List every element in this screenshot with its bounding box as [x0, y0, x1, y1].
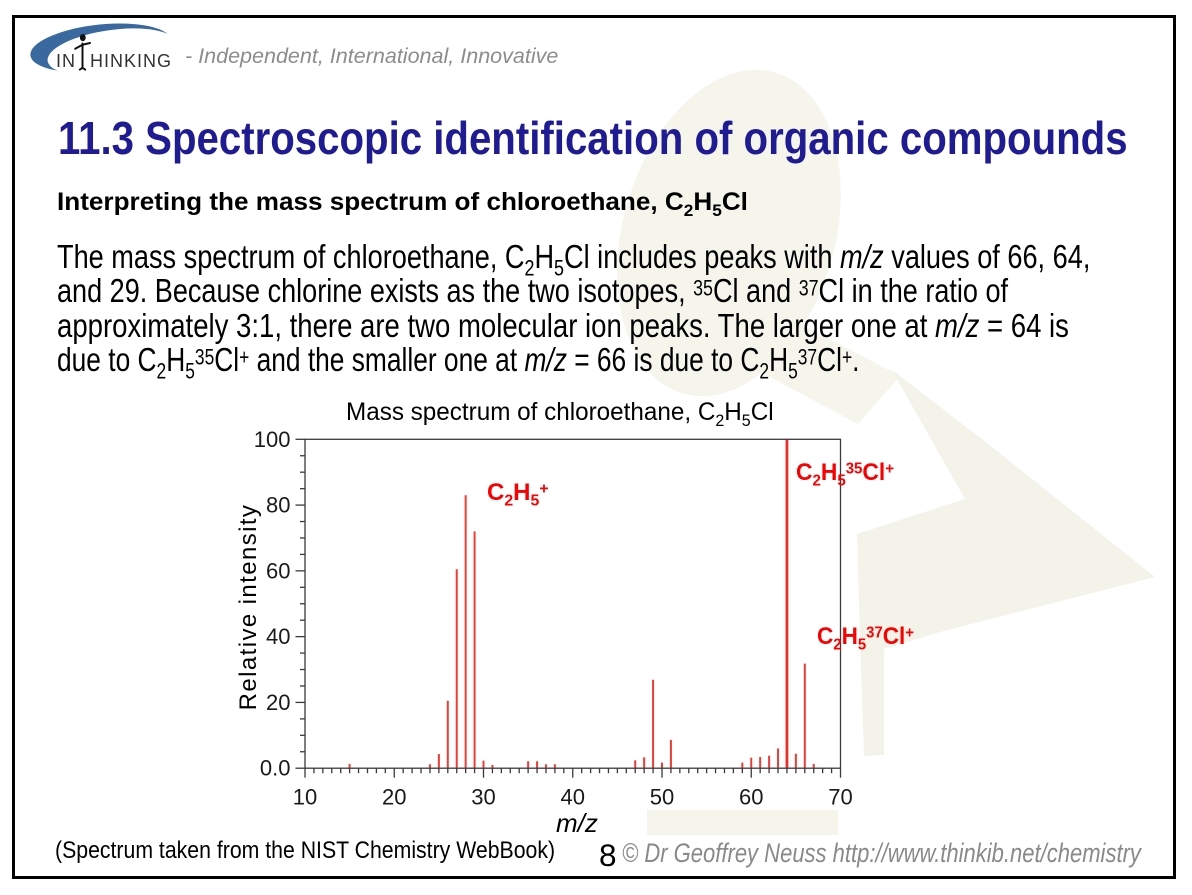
svg-text:100: 100 — [254, 427, 291, 452]
svg-text:10: 10 — [293, 784, 317, 809]
svg-text:20: 20 — [266, 690, 290, 715]
svg-text:40: 40 — [266, 624, 290, 649]
svg-text:30: 30 — [471, 784, 495, 809]
svg-text:50: 50 — [650, 784, 674, 809]
svg-text:70: 70 — [828, 784, 852, 809]
svg-text:20: 20 — [382, 784, 406, 809]
svg-text:Relative intensity: Relative intensity — [235, 504, 262, 711]
svg-text:60: 60 — [266, 558, 290, 583]
svg-text:80: 80 — [266, 493, 290, 518]
svg-text:60: 60 — [739, 784, 763, 809]
svg-text:40: 40 — [561, 784, 585, 809]
svg-text:0.0: 0.0 — [260, 756, 291, 781]
